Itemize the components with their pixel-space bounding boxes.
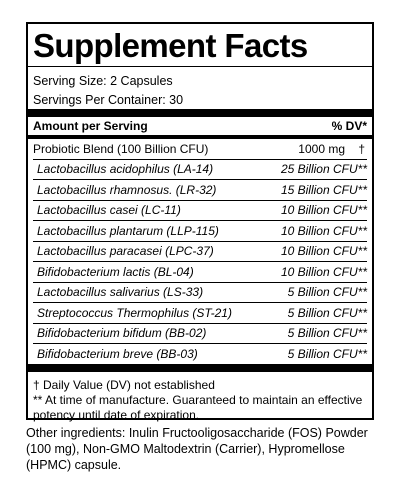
ingredient-amount: 25 Billion CFU** bbox=[280, 162, 367, 177]
blend-row: Probiotic Blend (100 Billion CFU) 1000 m… bbox=[33, 139, 367, 160]
blend-dv: † bbox=[358, 141, 365, 156]
ingredient-name: Lactobacillus rhamnosus. (LR-32) bbox=[37, 182, 217, 197]
serving-size: Serving Size: 2 Capsules bbox=[33, 74, 173, 88]
ingredient-name: Lactobacillus casei (LC-11) bbox=[37, 203, 181, 218]
ingredient-amount: 10 Billion CFU** bbox=[280, 264, 367, 279]
ingredient-row: Lactobacillus plantarum (LLP-115) 10 Bill… bbox=[33, 221, 367, 242]
ingredient-list: Lactobacillus acidophilus (LA-14) 25 Bill… bbox=[33, 160, 367, 364]
blend-amount-value: 1000 mg bbox=[298, 141, 345, 156]
ingredient-name: Lactobacillus plantarum (LLP-115) bbox=[37, 223, 219, 238]
thick-divider bbox=[28, 109, 372, 117]
ingredient-row: Bifidobacterium lactis (BL-04) 10 Billion… bbox=[33, 262, 367, 283]
dv-label: % DV* bbox=[331, 119, 367, 133]
ingredient-amount: 10 Billion CFU** bbox=[280, 244, 367, 259]
ingredient-amount: 5 Billion CFU** bbox=[287, 305, 367, 320]
ingredient-row: Bifidobacterium bifidum (BB-02) 5 Billion… bbox=[33, 324, 367, 344]
ingredient-name: Streptococcus Thermophilus (ST-21) bbox=[37, 305, 232, 320]
title-divider bbox=[28, 66, 372, 67]
amount-header: Amount per Serving % DV* bbox=[33, 117, 367, 135]
footnotes: † Daily Value (DV) not established ** At… bbox=[33, 372, 367, 423]
header-divider bbox=[28, 135, 372, 139]
ingredient-row: Lactobacillus acidophilus (LA-14) 25 Bill… bbox=[33, 160, 367, 180]
ingredient-name: Lactobacillus acidophilus (LA-14) bbox=[37, 162, 214, 177]
ingredient-name: Bifidobacterium lactis (BL-04) bbox=[37, 264, 194, 279]
ingredient-name: Lactobacillus salivarius (LS-33) bbox=[37, 285, 204, 300]
ingredient-amount: 10 Billion CFU** bbox=[280, 203, 367, 218]
ingredient-row: Bifidobacterium breve (BB-03) 5 Billion C… bbox=[33, 344, 367, 364]
ingredient-name: Lactobacillus paracasei (LPC-37) bbox=[37, 244, 214, 259]
ingredient-amount: 5 Billion CFU** bbox=[287, 285, 367, 300]
serving-info: Serving Size: 2 Capsules Servings Per Co… bbox=[33, 67, 367, 109]
ingredient-amount: 10 Billion CFU** bbox=[280, 223, 367, 238]
blend-amount: 1000 mg † bbox=[298, 142, 367, 156]
servings-per-container: Servings Per Container: 30 bbox=[33, 93, 184, 107]
ingredient-row: Lactobacillus paracasei (LPC-37) 10 Billi… bbox=[33, 242, 367, 262]
other-ingredients: Other ingredients: Inulin Fructooligosac… bbox=[26, 426, 368, 472]
panel-title: Supplement Facts bbox=[33, 27, 308, 64]
blend-name: Probiotic Blend (100 Billion CFU) bbox=[33, 141, 209, 156]
ingredient-name: Bifidobacterium bifidum (BB-02) bbox=[37, 326, 207, 341]
dagger-footnote: † Daily Value (DV) not established bbox=[33, 377, 215, 392]
ingredient-row: Lactobacillus casei (LC-11) 10 Billion CF… bbox=[33, 201, 367, 221]
ingredient-row: Lactobacillus salivarius (LS-33) 5 Billio… bbox=[33, 283, 367, 303]
bottom-thick-divider bbox=[28, 363, 372, 372]
ingredient-amount: 15 Billion CFU** bbox=[280, 182, 367, 197]
amount-per-serving-label: Amount per Serving bbox=[33, 119, 148, 133]
ingredient-row: Lactobacillus rhamnosus. (LR-32) 15 Billi… bbox=[33, 180, 367, 201]
ingredient-name: Bifidobacterium breve (BB-03) bbox=[37, 346, 198, 361]
supplement-facts-panel: Supplement Facts Serving Size: 2 Capsule… bbox=[26, 22, 374, 423]
ingredient-row: Streptococcus Thermophilus (ST-21) 5 Bill… bbox=[33, 303, 367, 324]
ingredient-amount: 5 Billion CFU** bbox=[287, 326, 367, 341]
asterisk-footnote: ** At time of manufacture. Guaranteed to… bbox=[33, 392, 363, 422]
ingredient-amount: 5 Billion CFU** bbox=[287, 346, 367, 361]
